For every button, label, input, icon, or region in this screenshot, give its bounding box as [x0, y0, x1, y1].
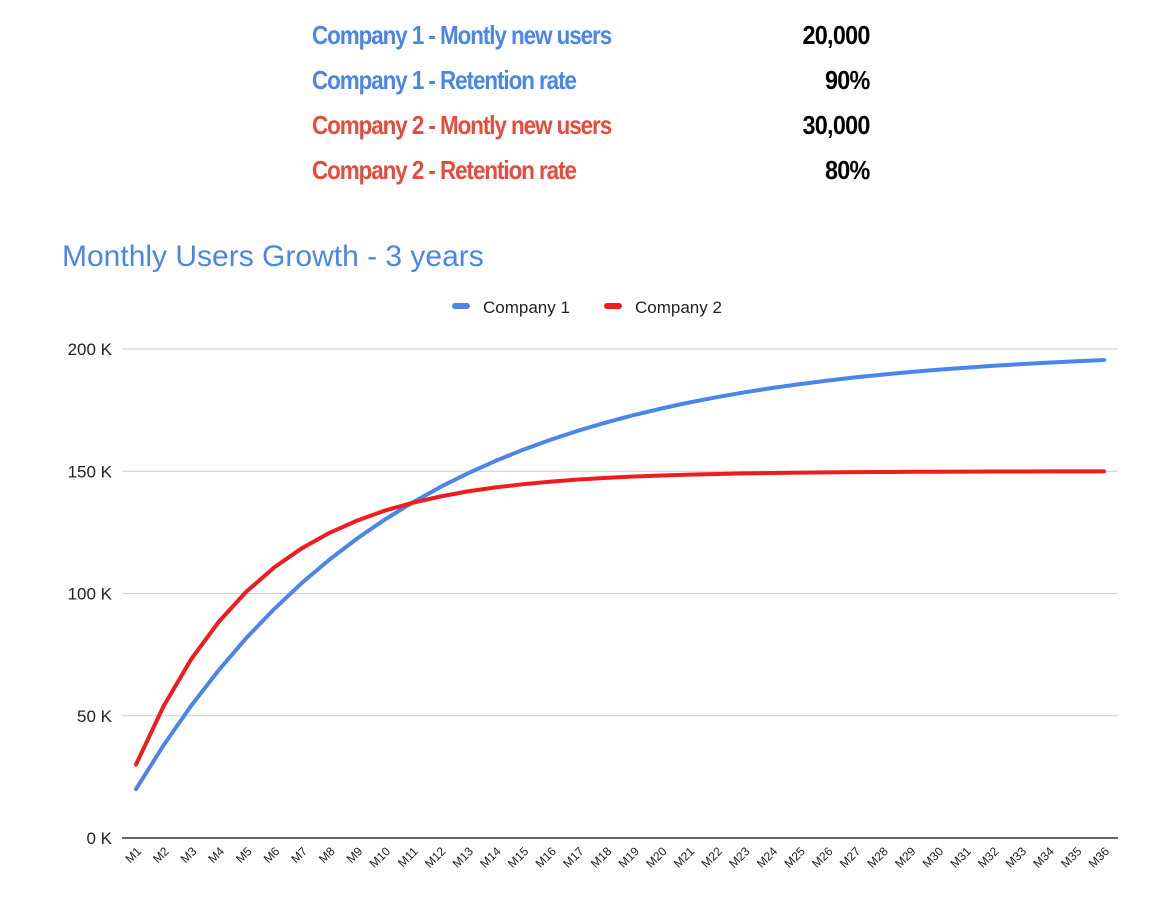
x-tick-label: M19 [616, 844, 643, 871]
y-tick-label: 100 K [68, 585, 113, 604]
x-tick-label: M18 [588, 844, 615, 871]
assumption-label: Company 2 - Montly new users [312, 110, 612, 140]
y-tick-label: 150 K [68, 462, 113, 481]
assumption-label: Company 1 - Montly new users [312, 20, 612, 50]
x-tick-label: M12 [422, 844, 449, 871]
x-tick-label: M6 [261, 844, 283, 866]
x-tick-label: M15 [505, 844, 532, 871]
x-tick-label: M2 [150, 844, 172, 866]
x-tick-label: M26 [809, 844, 836, 871]
x-tick-label: M28 [864, 844, 891, 871]
assumption-value: 20,000 [802, 20, 871, 50]
x-tick-label: M29 [892, 844, 919, 871]
assumption-row: Company 2 - Montly new users 30,000 [312, 110, 872, 155]
x-tick-label: M1 [122, 844, 144, 866]
x-tick-label: M5 [233, 844, 255, 866]
assumption-value: 90% [825, 65, 870, 95]
x-tick-label: M8 [316, 844, 338, 866]
series-line [134, 358, 1106, 792]
assumptions-panel: Company 1 - Montly new users 20,000 Comp… [312, 20, 872, 200]
x-tick-label: M7 [288, 844, 310, 866]
x-tick-label: M27 [837, 844, 864, 871]
x-tick-label: M23 [726, 844, 753, 871]
x-tick-label: M3 [178, 844, 200, 866]
y-tick-label: 200 K [68, 340, 113, 359]
x-tick-label: M34 [1030, 844, 1057, 871]
legend-label: Company 1 [483, 298, 570, 317]
x-tick-label: M31 [947, 844, 974, 871]
x-tick-label: M10 [367, 844, 394, 871]
x-tick-label: M22 [699, 844, 726, 871]
legend: Company 1 Company 2 [452, 298, 722, 317]
x-tick-label: M9 [344, 844, 366, 866]
legend-swatch [604, 303, 622, 309]
assumption-value: 30,000 [802, 110, 871, 140]
chart-title: Monthly Users Growth - 3 years [62, 240, 484, 273]
assumption-row: Company 1 - Montly new users 20,000 [312, 20, 872, 65]
legend-swatch [452, 303, 470, 309]
assumption-value: 80% [825, 155, 870, 185]
series-lines [134, 358, 1106, 792]
series-line [134, 469, 1106, 767]
x-tick-label: M16 [533, 844, 560, 871]
assumption-row: Company 1 - Retention rate 90% [312, 65, 872, 110]
x-tick-label: M36 [1086, 844, 1113, 871]
y-tick-label: 0 K [86, 829, 112, 848]
x-tick-label: M13 [450, 844, 477, 871]
x-tick-label: M21 [671, 844, 698, 871]
x-tick-label: M24 [754, 844, 781, 871]
legend-label: Company 2 [635, 298, 722, 317]
assumption-row: Company 2 - Retention rate 80% [312, 155, 872, 200]
x-tick-label: M14 [477, 844, 504, 871]
gridlines [122, 348, 1118, 839]
x-tick-label: M4 [205, 844, 227, 866]
x-axis-ticks: M1 M2 M3 M4 M5 M6 M7 M8 M9 M10 M11 M12 M13 M14 M15 M16 M… [122, 844, 1112, 871]
assumption-label: Company 2 - Retention rate [312, 155, 577, 185]
y-axis-ticks: 0 K 50 K 100 K 150 K 200 K [68, 340, 113, 848]
x-tick-label: M30 [920, 844, 947, 871]
x-tick-label: M11 [395, 844, 421, 870]
x-tick-label: M32 [975, 844, 1002, 871]
x-tick-label: M20 [643, 844, 670, 871]
x-tick-label: M25 [781, 844, 808, 871]
x-tick-label: M35 [1058, 844, 1085, 871]
x-tick-label: M17 [560, 844, 587, 871]
assumption-label: Company 1 - Retention rate [312, 65, 577, 95]
x-tick-label: M33 [1003, 844, 1030, 871]
y-tick-label: 50 K [77, 707, 113, 726]
